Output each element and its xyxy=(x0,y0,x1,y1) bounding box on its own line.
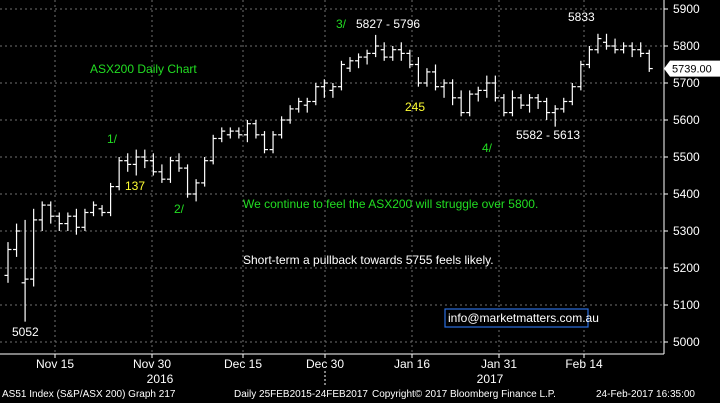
year-label: 2017 xyxy=(477,372,504,386)
x-tick-label: Jan 31 xyxy=(481,357,517,371)
value-label-5052: 5052 xyxy=(12,325,39,339)
email-box xyxy=(444,308,589,328)
wave-label-1: 1/ xyxy=(107,132,118,146)
x-tick-label: Jan 16 xyxy=(394,357,430,371)
comment-line-1: We continue to feel the ASX200 will stru… xyxy=(243,197,538,211)
x-tick-label: Nov 30 xyxy=(133,357,171,371)
value-label-137: 137 xyxy=(125,179,145,193)
x-tick-label: Dec 15 xyxy=(224,357,262,371)
wave-label-2: 2/ xyxy=(174,202,185,216)
comment-line-2: Short-term a pullback towards 5755 feels… xyxy=(243,253,494,267)
wave-label-4: 4/ xyxy=(482,141,493,155)
footer-range: Daily 25FEB2015-24FEB2017 xyxy=(234,389,368,400)
y-tick-label: 5200 xyxy=(673,261,700,275)
value-label-5833: 5833 xyxy=(568,10,595,24)
value-label-5827: 5827 - 5796 xyxy=(356,17,420,31)
x-tick-label: Nov 15 xyxy=(36,357,74,371)
y-tick-label: 5100 xyxy=(673,298,700,312)
y-tick-label: 5000 xyxy=(673,335,700,349)
y-tick-label: 5500 xyxy=(673,150,700,164)
x-tick-label: Feb 14 xyxy=(565,357,603,371)
y-tick-label: 5600 xyxy=(673,113,700,127)
year-label: 2016 xyxy=(147,372,174,386)
value-label-5582: 5582 - 5613 xyxy=(516,128,580,142)
y-tick-label: 5800 xyxy=(673,39,700,53)
last-price-tag xyxy=(664,60,720,77)
value-label-245: 245 xyxy=(405,100,425,114)
chart-title-label: ASX200 Daily Chart xyxy=(90,62,197,76)
footer-bar: AS51 Index (S&P/ASX 200) Graph 217 Daily… xyxy=(0,386,720,403)
footer-security: AS51 Index (S&P/ASX 200) Graph 217 xyxy=(2,389,176,400)
footer-timestamp: 24-Feb-2017 16:35:00 xyxy=(596,389,695,400)
ohlc-chart: 5000 5100 5200 5300 5400 5500 5600 5700 5800 5900… xyxy=(0,0,720,386)
x-tick-label: Dec 30 xyxy=(306,357,344,371)
wave-label-3: 3/ xyxy=(336,17,347,31)
email-label: info@marketmatters.com.au xyxy=(448,311,599,325)
y-tick-label: 5300 xyxy=(673,224,700,238)
y-tick-label: 5400 xyxy=(673,187,700,201)
y-tick-label: 5900 xyxy=(673,2,700,16)
footer-copyright: Copyright© 2017 Bloomberg Finance L.P. xyxy=(372,389,556,400)
last-price-label: 5739.00 xyxy=(672,64,712,76)
y-tick-label: 5700 xyxy=(673,76,700,90)
